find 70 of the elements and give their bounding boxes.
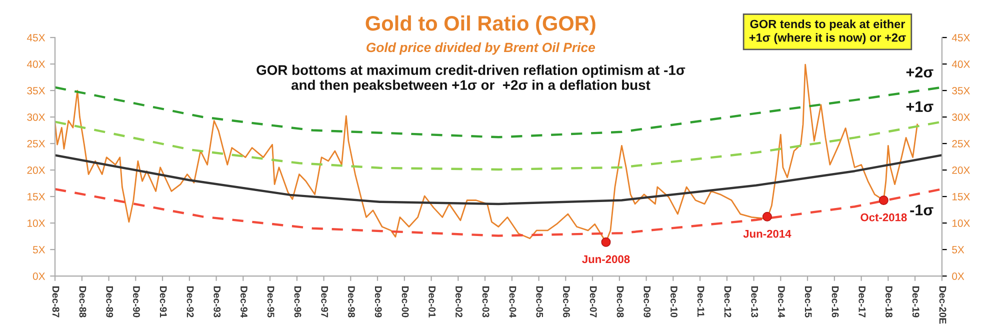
- x-tick-label: Dec-19: [912, 286, 920, 318]
- y2-tick-label: 20X: [952, 166, 970, 174]
- x-tick-label: Dec-89: [106, 286, 114, 318]
- x-tick-label: Dec-97: [321, 286, 328, 318]
- annotation: Jun-2008: [582, 255, 630, 264]
- x-tick-label: Dec-90: [133, 286, 140, 318]
- y2-tick-label: 5X: [952, 246, 964, 254]
- x-tick-label: Dec-07: [590, 286, 597, 318]
- x-tick-label: Dec-00: [402, 286, 409, 318]
- x-tick-label: Dec-93: [214, 286, 221, 318]
- y-tick-label: 5X: [32, 246, 46, 254]
- chart-title: Gold to Oil Ratio (GOR): [366, 15, 596, 35]
- y-tick-label: 25X: [27, 140, 46, 148]
- x-tick-label: Dec-18: [886, 286, 892, 318]
- annotation: GOR bottoms at maximum credit-driven reflation optimism at -1σ and then peaksbetween +1σ or +2σ in a deflation bust: [256, 64, 686, 93]
- y2-tick-label: 30X: [952, 114, 970, 121]
- y-tick-label: 0X: [32, 272, 46, 280]
- y-tick-label: 10X: [28, 220, 46, 227]
- annotation: GOR tends to peak at either +1σ (where it is now) or +2σ: [749, 20, 906, 44]
- x-tick-label: Dec-94: [240, 286, 248, 318]
- point: [762, 212, 772, 222]
- x-tick-label: Dec-13: [751, 286, 758, 318]
- x-tick-label: Dec-17: [858, 286, 866, 318]
- y-tick-label: 30X: [27, 114, 46, 121]
- series-label: +1σ: [906, 101, 934, 112]
- y2-tick-label: 25X: [952, 140, 970, 148]
- x-tick-label: Dec-03: [482, 286, 490, 318]
- y-tick-label: 40X: [26, 60, 46, 68]
- x-tick-label: Dec-95: [267, 286, 274, 318]
- x-tick-label: Dec-11: [697, 286, 704, 317]
- y2-tick-label: 15X: [952, 193, 970, 200]
- chart-subtitle: Gold price divided by Brent Oil Price: [366, 42, 596, 55]
- x-tick-label: Dec-88: [79, 286, 86, 318]
- x-tick-label: Dec-02: [456, 286, 462, 318]
- series-label: +2σ: [906, 66, 934, 78]
- y2-tick-label: 45X: [952, 34, 970, 42]
- y-tick-label: 45X: [26, 34, 46, 42]
- line-series: [55, 154, 942, 206]
- series-label: -1σ: [910, 204, 934, 216]
- y-tick-label: 20X: [27, 166, 46, 174]
- y-tick-label: 35X: [27, 87, 46, 94]
- x-tick-label: Dec-20E: [939, 286, 946, 324]
- x-tick-label: Dec-08: [616, 286, 624, 318]
- y2-tick-label: 10X: [952, 220, 970, 227]
- x-tick-label: Dec-10: [670, 286, 678, 318]
- y2-tick-label: 0X: [952, 272, 964, 280]
- x-tick-label: Dec-04: [509, 286, 516, 318]
- x-tick-label: Dec-91: [160, 286, 167, 318]
- x-tick-label: Dec-98: [348, 286, 355, 318]
- x-tick-label: Dec-92: [186, 286, 194, 318]
- y2-tick-label: 35X: [952, 87, 970, 94]
- point: [878, 196, 888, 205]
- annotation: Oct-2018: [860, 213, 907, 222]
- x-tick-label: Dec-05: [536, 286, 544, 318]
- x-tick-label: Dec-99: [374, 286, 382, 318]
- line-series: [55, 120, 942, 171]
- x-tick-label: Dec-12: [724, 286, 732, 318]
- y-tick-label: 15X: [28, 193, 46, 200]
- x-tick-label: Dec-15: [804, 286, 812, 318]
- line-series: [55, 188, 942, 237]
- annotation: Jun-2014: [743, 230, 792, 238]
- x-tick-label: Dec-16: [832, 286, 839, 318]
- x-tick-label: Dec-14: [778, 286, 785, 318]
- x-tick-label: Dec-06: [563, 286, 570, 318]
- x-tick-label: Dec-01: [428, 286, 436, 318]
- y2-tick-label: 40X: [952, 60, 970, 68]
- x-tick-label: Dec-09: [644, 286, 651, 318]
- point: [601, 237, 611, 247]
- x-tick-label: Dec-96: [294, 286, 302, 318]
- x-tick-label: Dec-87: [52, 286, 60, 318]
